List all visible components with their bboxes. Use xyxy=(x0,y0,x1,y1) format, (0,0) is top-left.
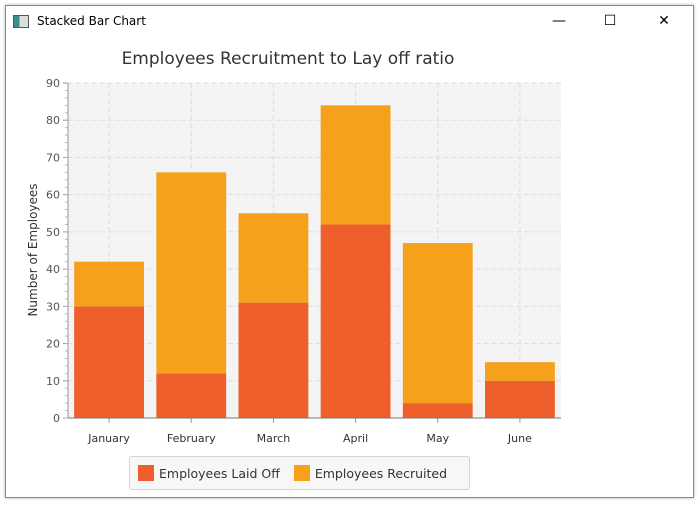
window-title: Stacked Bar Chart xyxy=(37,14,146,28)
bar-employees-laid-off xyxy=(156,373,227,418)
y-tick-label: 20 xyxy=(46,338,60,351)
x-tick-label: June xyxy=(507,432,532,445)
y-tick-label: 80 xyxy=(46,114,60,127)
legend-item-laid-off: Employees Laid Off xyxy=(138,465,280,481)
bar-employees-recruited xyxy=(238,213,309,303)
bar-employees-laid-off xyxy=(238,302,309,418)
legend-label: Employees Laid Off xyxy=(159,465,280,481)
x-tick-label: March xyxy=(257,432,291,445)
app-icon xyxy=(13,14,29,28)
plot-background xyxy=(68,83,561,418)
bar-employees-recruited xyxy=(74,261,145,307)
x-tick-label: February xyxy=(167,432,216,445)
bar-employees-laid-off xyxy=(484,380,555,418)
minimize-button[interactable]: — xyxy=(552,13,566,29)
maximize-button[interactable]: ☐ xyxy=(603,13,617,29)
bar-employees-recruited xyxy=(156,172,227,374)
bar-employees-recruited xyxy=(320,105,391,225)
legend-swatch xyxy=(138,465,154,481)
y-tick-label: 0 xyxy=(53,412,60,425)
y-tick-label: 70 xyxy=(46,151,60,164)
y-tick-label: 90 xyxy=(46,77,60,90)
legend-label: Employees Recruited xyxy=(314,465,448,481)
bar-employees-recruited xyxy=(484,362,555,381)
y-tick-label: 50 xyxy=(46,226,60,239)
bar-employees-recruited xyxy=(402,243,473,404)
x-tick-label: April xyxy=(343,432,368,445)
y-axis-label: Number of Employees xyxy=(26,183,40,316)
y-tick-label: 10 xyxy=(46,375,60,388)
y-tick-label: 40 xyxy=(46,263,60,276)
close-button[interactable]: ✕ xyxy=(658,13,670,29)
legend: Employees Laid Off Employees Recruited xyxy=(129,456,471,490)
legend-item-recruited: Employees Recruited xyxy=(293,465,448,481)
chart-title: Employees Recruitment to Lay off ratio xyxy=(122,49,455,69)
title-bar: Stacked Bar Chart xyxy=(6,6,693,36)
x-tick-label: May xyxy=(426,432,449,445)
legend-swatch xyxy=(293,465,310,481)
bar-employees-laid-off xyxy=(320,224,391,418)
bar-employees-laid-off xyxy=(74,306,145,418)
y-tick-label: 30 xyxy=(46,300,60,313)
bar-employees-laid-off xyxy=(402,403,473,418)
y-tick-label: 60 xyxy=(46,189,60,202)
x-tick-label: January xyxy=(87,432,130,445)
